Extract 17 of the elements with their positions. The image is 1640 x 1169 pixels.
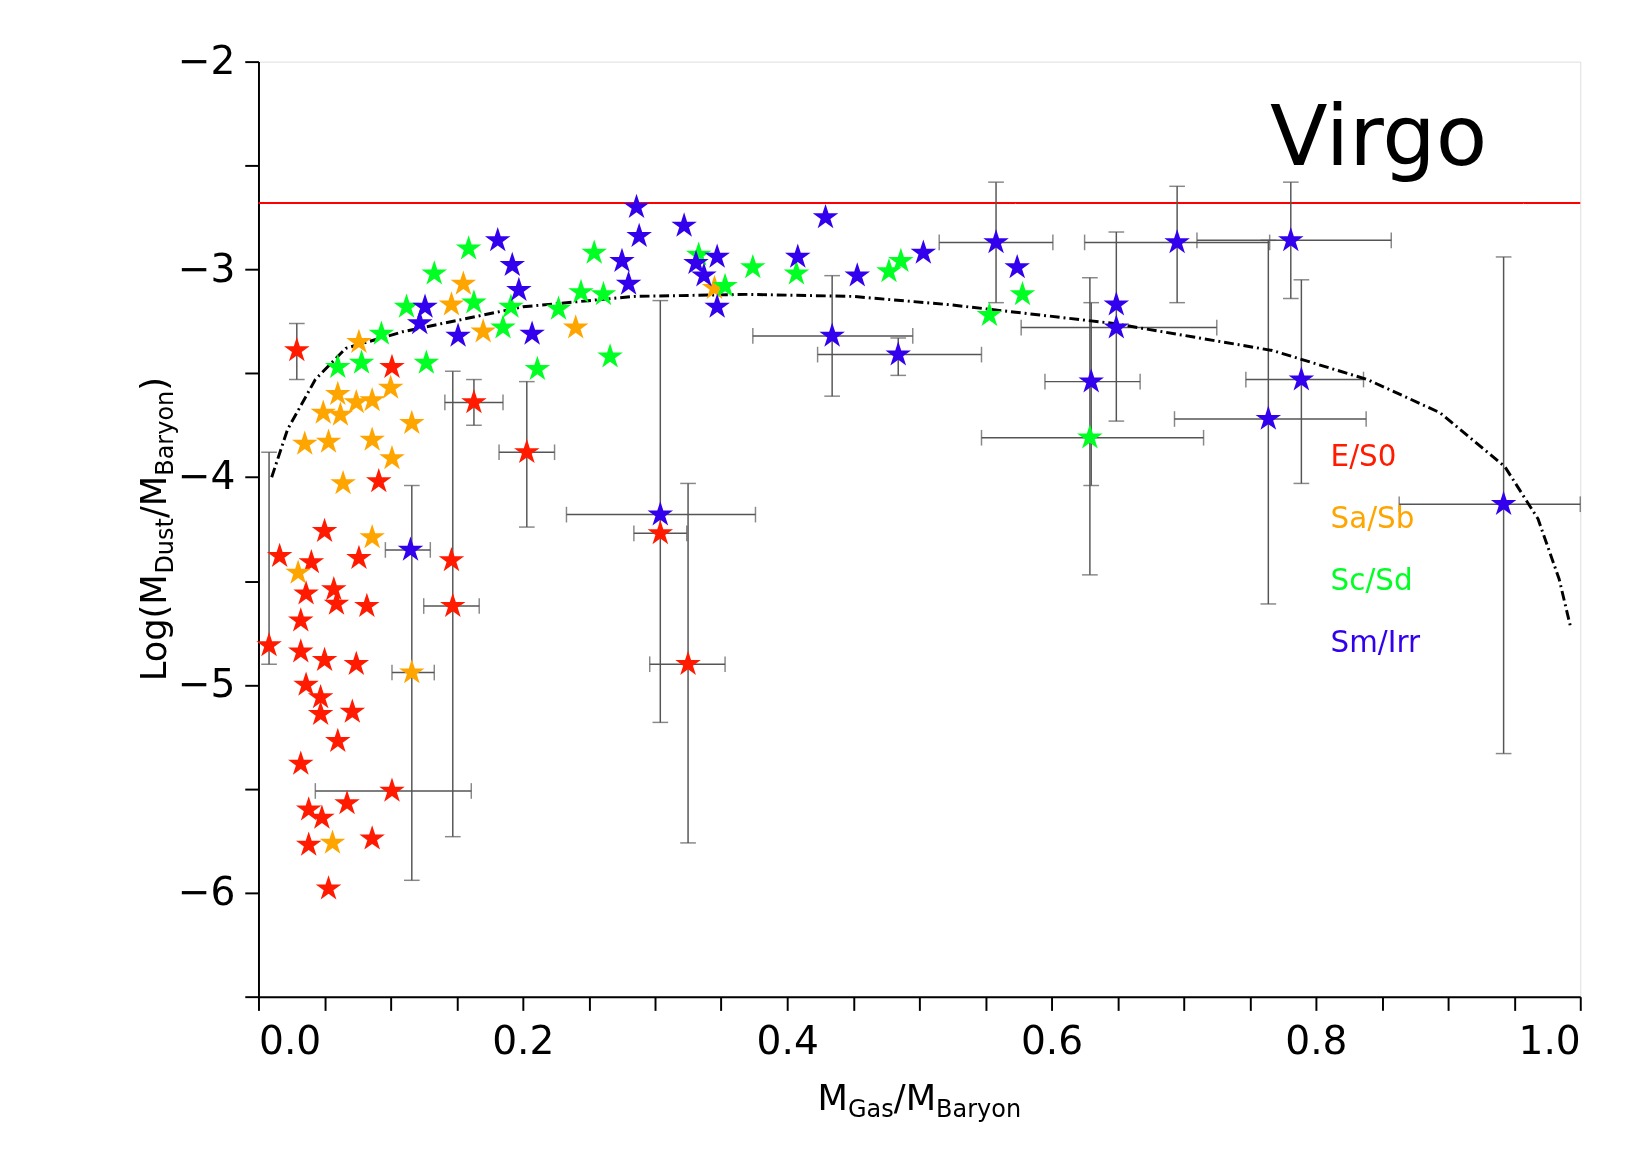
x-tick-label: 0.0 bbox=[258, 1017, 322, 1063]
y-tick-label: −4 bbox=[177, 453, 236, 499]
y-tick-label: −2 bbox=[177, 37, 236, 83]
y-tick-label: −6 bbox=[177, 869, 236, 915]
x-tick-label: 0.2 bbox=[492, 1017, 555, 1063]
x-tick-label: 0.4 bbox=[756, 1017, 819, 1063]
x-tick-label: 0.6 bbox=[1020, 1017, 1084, 1063]
text: Sm/Irr bbox=[1330, 624, 1421, 659]
y-axis-title: Log(MDust/MBaryon) bbox=[133, 376, 180, 682]
text: E/S0 bbox=[1330, 439, 1397, 474]
y-tick-label: −3 bbox=[177, 245, 236, 291]
y-tick-label: −5 bbox=[177, 661, 236, 707]
x-tick-label: 0.8 bbox=[1285, 1017, 1348, 1063]
x-tick-label: 1.0 bbox=[1518, 1017, 1581, 1063]
annotation: Virgo bbox=[1270, 87, 1488, 186]
text: Sc/Sd bbox=[1330, 562, 1413, 597]
text: Sa/Sb bbox=[1330, 501, 1415, 536]
